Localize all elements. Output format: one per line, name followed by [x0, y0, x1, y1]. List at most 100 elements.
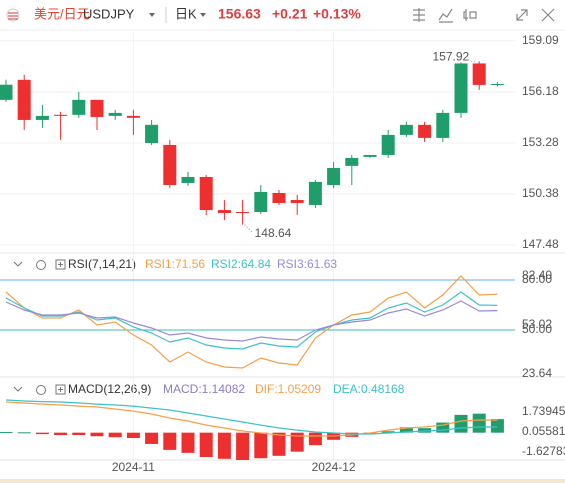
- macd-line: [5, 399, 498, 435]
- legend-entry: RSI2:64.84: [211, 257, 271, 271]
- macd-bar: [290, 432, 304, 452]
- flag-icon: [6, 8, 20, 22]
- macd-line: [5, 401, 498, 437]
- candle-body: [272, 192, 286, 204]
- candle-body: [199, 176, 213, 211]
- candle-body: [290, 200, 304, 204]
- y-tick-label: -1.62783: [522, 444, 565, 458]
- candle-icon[interactable]: [463, 9, 477, 21]
- settings-icon[interactable]: [36, 385, 46, 395]
- macd-bar: [35, 432, 49, 435]
- rsi-line: [5, 275, 498, 369]
- x-tick-label: 2024-11: [112, 460, 155, 474]
- candle-body: [0, 84, 13, 100]
- price: 156.63: [218, 6, 261, 22]
- period[interactable]: 日K: [175, 6, 197, 21]
- legend-entry: MACD:1.14082: [163, 382, 245, 396]
- change-pct: +0.13%: [313, 6, 361, 22]
- close-icon[interactable]: [541, 8, 555, 22]
- macd-bar: [0, 431, 13, 433]
- candle-body: [108, 112, 122, 116]
- candle-body: [418, 124, 432, 138]
- expand-box[interactable]: [55, 259, 66, 270]
- macd-bar: [236, 432, 250, 460]
- collapse-icon[interactable]: [13, 386, 23, 392]
- dropdown-arrow[interactable]: [200, 13, 206, 17]
- flag-stripes: [8, 12, 18, 20]
- candle-body: [363, 154, 377, 157]
- candle-body: [54, 114, 68, 116]
- macd-bar: [17, 432, 31, 434]
- candle-body: [17, 79, 31, 120]
- macd-bar: [108, 432, 122, 438]
- collapse-icon[interactable]: [13, 261, 23, 267]
- annotation-leader: [244, 224, 253, 234]
- macd-bar: [254, 432, 268, 459]
- y-tick-label: 150.38: [522, 186, 559, 200]
- macd-bar: [490, 419, 504, 433]
- rsi-line: [5, 300, 498, 342]
- y-tick-label: 147.48: [522, 237, 559, 251]
- y-tick-label: 1.73945: [522, 404, 565, 418]
- y-tick-label: 23.64: [522, 366, 552, 380]
- macd-bar: [145, 432, 159, 444]
- candle-body: [181, 176, 195, 183]
- y-tick-label: 156.18: [522, 84, 559, 98]
- macd-bar: [217, 432, 231, 459]
- dropdown-arrow[interactable]: [149, 13, 155, 17]
- symbol[interactable]: USDJPY: [83, 6, 135, 21]
- candle-body: [163, 144, 177, 186]
- pair-name[interactable]: 美元/日元: [34, 6, 90, 21]
- candle-body: [436, 112, 450, 138]
- candle-body: [327, 167, 341, 186]
- legend-entry: RSI1:71.56: [145, 257, 205, 271]
- y-tick-label: 53.02: [522, 317, 552, 331]
- macd-bar: [308, 432, 322, 446]
- toolbar: [413, 8, 555, 23]
- candle-body: [454, 63, 468, 113]
- draw-icon[interactable]: [438, 8, 453, 23]
- macd-title: MACD(12,26,9): [68, 382, 151, 396]
- y-tick-label: 50.00: [522, 322, 552, 336]
- candle-body: [399, 124, 413, 135]
- candle-body: [236, 211, 250, 214]
- macd-bar: [181, 432, 195, 453]
- candle-body: [472, 63, 486, 85]
- expand-icon[interactable]: [516, 9, 528, 21]
- bottom-strip: [0, 479, 565, 483]
- expand-box[interactable]: [55, 384, 66, 395]
- rsi-title: RSI(7,14,21): [68, 257, 136, 271]
- macd-bar: [126, 432, 140, 439]
- macd-bar: [199, 432, 213, 458]
- expand-plus: [58, 387, 63, 392]
- candle-body: [381, 134, 395, 155]
- macd-bar: [72, 432, 86, 436]
- y-tick-label: 82.40: [522, 268, 552, 282]
- macd-bar: [163, 432, 177, 450]
- legend-entry: DIF:1.05209: [255, 382, 321, 396]
- y-tick-label: 159.09: [522, 33, 559, 47]
- legend-entry: DEA:0.48168: [333, 382, 405, 396]
- expand-plus: [58, 262, 63, 267]
- macd-bar: [399, 427, 413, 433]
- candle-body: [126, 115, 140, 118]
- candle-body: [308, 181, 322, 205]
- macd-bar: [381, 431, 395, 433]
- low-annotation: 148.64: [255, 226, 292, 240]
- candle-body: [72, 99, 86, 115]
- candle-body: [90, 99, 104, 117]
- indicator-icon[interactable]: [413, 8, 425, 22]
- macd-bar: [272, 432, 286, 456]
- macd-bar: [90, 432, 104, 437]
- macd-bar: [436, 422, 450, 433]
- high-annotation: 157.92: [432, 49, 469, 63]
- settings-icon[interactable]: [36, 260, 46, 270]
- y-tick-label: 153.28: [522, 135, 559, 149]
- legend-entry: RSI3:61.63: [277, 257, 337, 271]
- candle-body: [254, 191, 268, 212]
- candle-body: [345, 157, 359, 166]
- macd-bar: [472, 413, 486, 433]
- change: +0.21: [272, 6, 308, 22]
